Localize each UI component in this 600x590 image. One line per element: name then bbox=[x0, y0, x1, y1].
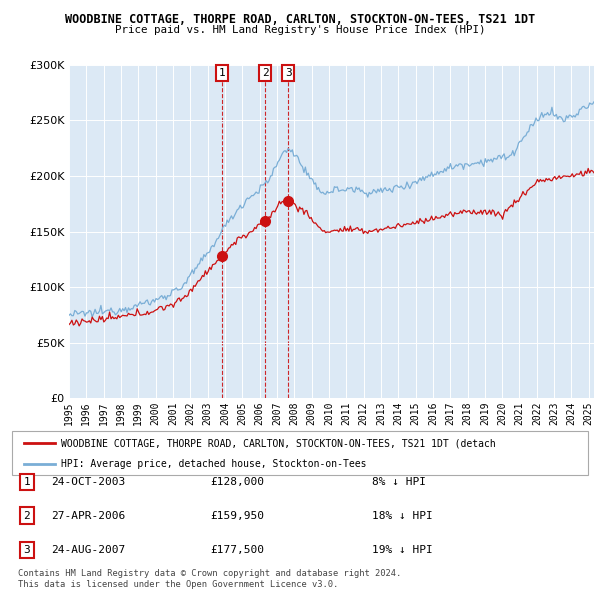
Text: 1: 1 bbox=[218, 68, 225, 78]
Text: £128,000: £128,000 bbox=[210, 477, 264, 487]
Text: 3: 3 bbox=[285, 68, 292, 78]
Text: 2: 2 bbox=[23, 511, 31, 520]
Text: £177,500: £177,500 bbox=[210, 545, 264, 555]
Text: WOODBINE COTTAGE, THORPE ROAD, CARLTON, STOCKTON-ON-TEES, TS21 1DT (detach: WOODBINE COTTAGE, THORPE ROAD, CARLTON, … bbox=[61, 438, 496, 448]
Text: £159,950: £159,950 bbox=[210, 511, 264, 520]
Text: 18% ↓ HPI: 18% ↓ HPI bbox=[372, 511, 433, 520]
Text: 24-AUG-2007: 24-AUG-2007 bbox=[51, 545, 125, 555]
Text: 24-OCT-2003: 24-OCT-2003 bbox=[51, 477, 125, 487]
Text: Contains HM Land Registry data © Crown copyright and database right 2024.: Contains HM Land Registry data © Crown c… bbox=[18, 569, 401, 578]
Text: This data is licensed under the Open Government Licence v3.0.: This data is licensed under the Open Gov… bbox=[18, 579, 338, 589]
Text: 3: 3 bbox=[23, 545, 31, 555]
Text: WOODBINE COTTAGE, THORPE ROAD, CARLTON, STOCKTON-ON-TEES, TS21 1DT: WOODBINE COTTAGE, THORPE ROAD, CARLTON, … bbox=[65, 13, 535, 26]
Text: 27-APR-2006: 27-APR-2006 bbox=[51, 511, 125, 520]
Text: 2: 2 bbox=[262, 68, 269, 78]
Text: 19% ↓ HPI: 19% ↓ HPI bbox=[372, 545, 433, 555]
Text: 1: 1 bbox=[23, 477, 31, 487]
Text: 8% ↓ HPI: 8% ↓ HPI bbox=[372, 477, 426, 487]
Text: HPI: Average price, detached house, Stockton-on-Tees: HPI: Average price, detached house, Stoc… bbox=[61, 459, 367, 469]
Text: Price paid vs. HM Land Registry's House Price Index (HPI): Price paid vs. HM Land Registry's House … bbox=[115, 25, 485, 35]
